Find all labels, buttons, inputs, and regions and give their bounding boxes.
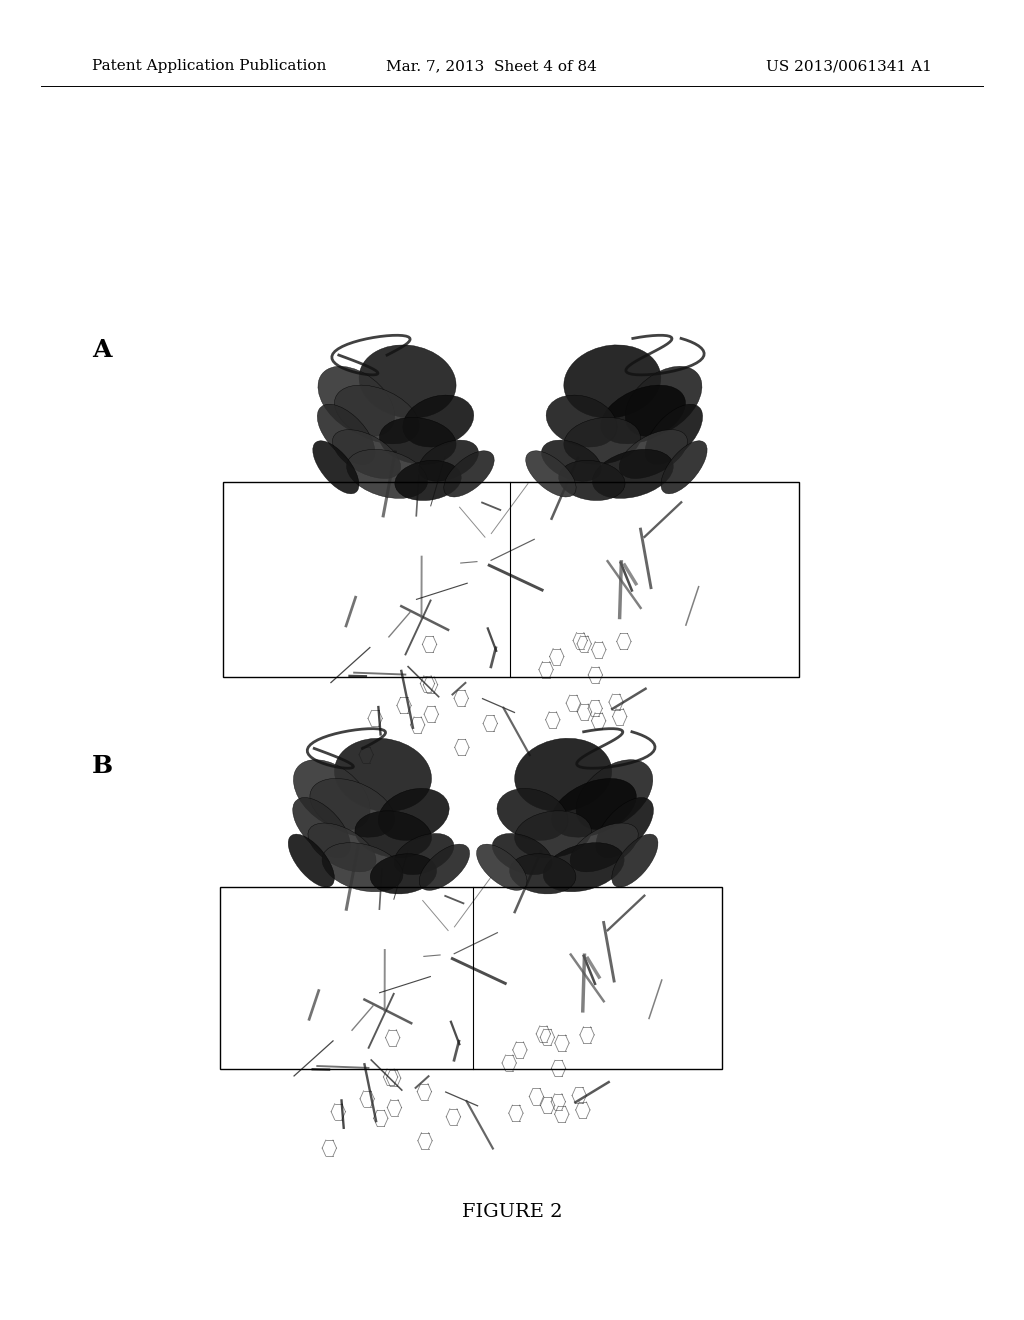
Text: B: B [92, 754, 114, 777]
Ellipse shape [419, 843, 470, 891]
Text: A: A [92, 338, 112, 362]
Ellipse shape [294, 760, 370, 829]
Ellipse shape [626, 367, 701, 436]
Ellipse shape [525, 450, 577, 498]
Ellipse shape [510, 854, 575, 894]
Ellipse shape [443, 450, 495, 498]
Ellipse shape [359, 345, 456, 418]
Ellipse shape [419, 440, 478, 482]
Ellipse shape [559, 461, 625, 500]
Ellipse shape [308, 824, 376, 871]
Ellipse shape [546, 395, 617, 447]
Ellipse shape [333, 430, 400, 478]
Text: Mar. 7, 2013  Sheet 4 of 84: Mar. 7, 2013 Sheet 4 of 84 [386, 59, 597, 74]
Ellipse shape [542, 440, 601, 482]
Text: US 2013/0061341 A1: US 2013/0061341 A1 [766, 59, 932, 74]
Ellipse shape [552, 779, 636, 837]
Ellipse shape [378, 788, 450, 841]
Ellipse shape [335, 738, 431, 812]
Ellipse shape [493, 833, 552, 875]
Text: Patent Application Publication: Patent Application Publication [92, 59, 327, 74]
Ellipse shape [515, 738, 611, 812]
Bar [220, 887, 722, 1069]
Ellipse shape [497, 788, 568, 841]
Ellipse shape [601, 385, 685, 444]
Ellipse shape [596, 797, 653, 858]
Bar [223, 482, 799, 677]
Ellipse shape [355, 810, 431, 858]
Ellipse shape [317, 404, 375, 465]
Ellipse shape [645, 404, 702, 465]
Ellipse shape [592, 449, 674, 499]
Ellipse shape [515, 810, 591, 858]
Ellipse shape [293, 797, 350, 858]
Ellipse shape [611, 834, 658, 887]
Ellipse shape [335, 385, 419, 444]
Ellipse shape [564, 417, 640, 465]
Ellipse shape [394, 833, 454, 875]
Ellipse shape [577, 760, 652, 829]
Ellipse shape [476, 843, 527, 891]
Ellipse shape [570, 824, 638, 871]
Ellipse shape [312, 441, 359, 494]
Ellipse shape [564, 345, 660, 418]
Text: FIGURE 2: FIGURE 2 [462, 1203, 562, 1221]
Ellipse shape [346, 449, 428, 499]
Ellipse shape [318, 367, 394, 436]
Ellipse shape [543, 842, 625, 892]
Ellipse shape [380, 417, 456, 465]
Ellipse shape [371, 854, 436, 894]
Ellipse shape [620, 430, 687, 478]
Ellipse shape [310, 779, 394, 837]
Ellipse shape [660, 441, 708, 494]
Ellipse shape [322, 842, 403, 892]
Ellipse shape [288, 834, 335, 887]
Ellipse shape [402, 395, 474, 447]
Ellipse shape [395, 461, 461, 500]
